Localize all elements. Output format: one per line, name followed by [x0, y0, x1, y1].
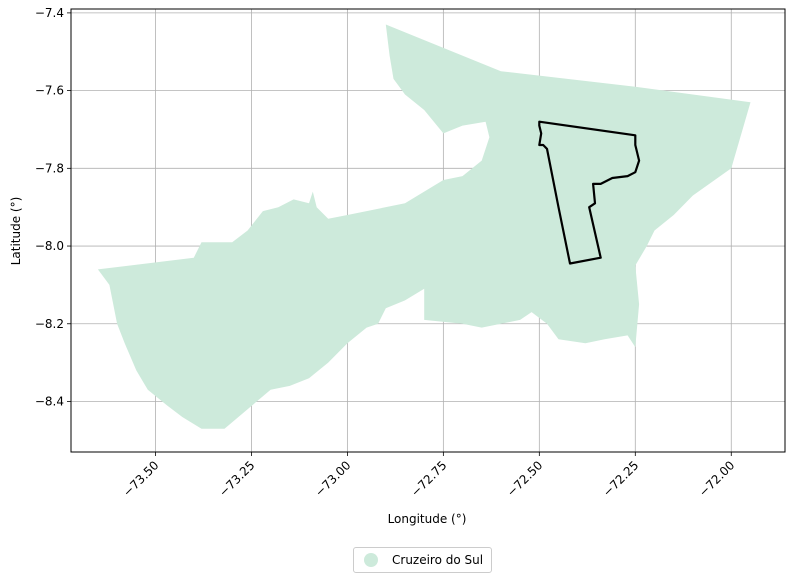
y-axis-label: Latitude (°) [9, 197, 23, 266]
region-cruzeiro-do-sul [97, 24, 751, 429]
y-tick-label: −7.6 [35, 84, 64, 98]
x-tick-label: −72.00 [696, 458, 737, 499]
legend-label: Cruzeiro do Sul [392, 553, 484, 567]
x-tick-label: −72.50 [504, 458, 545, 499]
y-tick-label: −7.8 [35, 161, 64, 175]
legend-swatch-icon [364, 553, 378, 567]
y-tick-label: −8.0 [35, 239, 64, 253]
y-tick-label: −7.4 [35, 6, 64, 20]
y-tick-label: −8.2 [35, 317, 64, 331]
highlighted-area-outline [538, 120, 641, 265]
plot-frame [70, 8, 786, 453]
x-tick-label: −73.50 [120, 458, 161, 499]
x-tick-label: −72.25 [600, 458, 641, 499]
legend: Cruzeiro do Sul [353, 547, 493, 573]
region-layer [97, 24, 751, 429]
y-tick-label: −8.4 [35, 394, 64, 408]
x-axis-label: Longitude (°) [388, 512, 467, 526]
x-tick-label: −72.75 [408, 458, 449, 499]
x-tick-label: −73.25 [216, 458, 257, 499]
x-tick-label: −73.00 [312, 458, 353, 499]
